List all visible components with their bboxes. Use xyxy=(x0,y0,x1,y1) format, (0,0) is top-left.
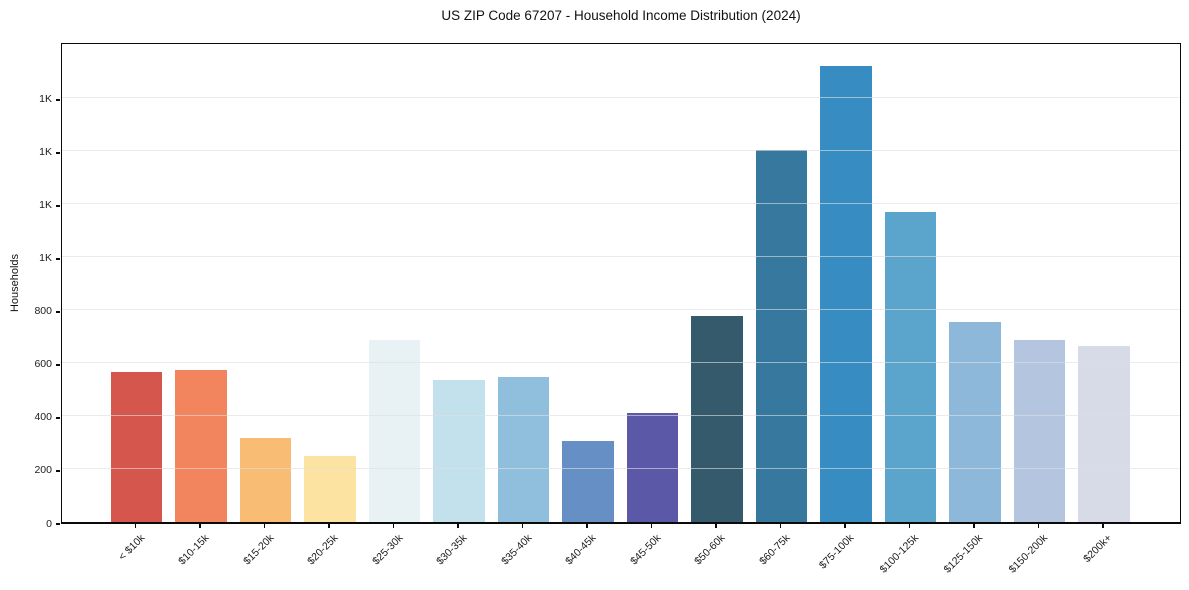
y-tick-mark-200 xyxy=(56,470,60,472)
x-tick-mark-$40-45k xyxy=(586,524,588,528)
x-tick-label-< $10k: < $10k xyxy=(115,532,147,563)
x-tick-mark-$25-30k xyxy=(392,524,395,528)
x-tick-label-$50-60k: $50-60k xyxy=(692,532,728,568)
bar-$50-60k xyxy=(691,315,743,522)
x-tick-label-$30-35k: $30-35k xyxy=(434,532,470,568)
x-tick-mark-$15-20k xyxy=(263,524,266,528)
y-tick-label-1600: 1K xyxy=(39,93,52,106)
gridline-400 xyxy=(62,415,1180,416)
y-tick-mark-0 xyxy=(56,523,60,525)
gridline-1400 xyxy=(62,149,1180,151)
y-tick-mark-1200 xyxy=(56,205,60,207)
y-tick-label-200: 200 xyxy=(34,464,52,477)
x-tick-label-$200k+: $200k+ xyxy=(1081,532,1115,566)
y-tick-label-600: 600 xyxy=(34,358,52,371)
bar-$200k+ xyxy=(1078,346,1130,522)
gridline-1000 xyxy=(62,256,1180,257)
y-tick-label-800: 800 xyxy=(34,305,52,318)
bar-$125-150k xyxy=(949,322,1001,522)
y-tick-mark-800 xyxy=(56,311,60,313)
bar-$30-35k xyxy=(433,380,485,522)
y-tick-label-400: 400 xyxy=(34,411,52,424)
x-tick-label-$15-20k: $15-20k xyxy=(240,532,276,568)
x-tick-label-$35-40k: $35-40k xyxy=(498,532,534,568)
x-tick-label-$100-125k: $100-125k xyxy=(877,532,921,576)
y-tick-label-1200: 1K xyxy=(39,199,52,212)
x-tick-label-$40-45k: $40-45k xyxy=(563,532,599,568)
bar-$20-25k xyxy=(304,456,356,522)
x-tick-label-$20-25k: $20-25k xyxy=(305,532,341,568)
x-tick-label-$75-100k: $75-100k xyxy=(817,532,857,572)
x-tick-label-$25-30k: $25-30k xyxy=(369,532,405,568)
y-tick-mark-1600 xyxy=(56,99,60,101)
gridline-1200 xyxy=(62,202,1180,204)
gridline-200 xyxy=(62,468,1180,469)
bar-$15-20k xyxy=(239,437,292,522)
x-tick-mark-< $10k xyxy=(134,524,137,528)
gridline-1600 xyxy=(62,96,1180,98)
x-tick-mark-$150-200k xyxy=(1037,524,1040,528)
gridline-600 xyxy=(62,362,1180,363)
gridline-800 xyxy=(62,309,1180,310)
bar-$150-200k xyxy=(1013,340,1066,522)
y-tick-mark-600 xyxy=(56,364,60,366)
chart-title: US ZIP Code 67207 - Household Income Dis… xyxy=(441,8,801,23)
y-tick-mark-1000 xyxy=(56,258,60,260)
bar-$60-75k xyxy=(755,150,808,522)
bar-$35-40k xyxy=(497,377,550,522)
x-tick-label-$45-50k: $45-50k xyxy=(627,532,663,568)
bar-$40-45k xyxy=(562,441,614,522)
y-tick-label-1400: 1K xyxy=(39,146,52,159)
bar-< $10k xyxy=(110,372,163,522)
x-tick-mark-$125-150k xyxy=(973,524,975,528)
x-tick-mark-$50-60k xyxy=(715,524,717,528)
plot-area xyxy=(61,43,1181,524)
y-tick-mark-400 xyxy=(56,417,60,419)
x-tick-mark-$20-25k xyxy=(328,524,330,528)
y-tick-label-1000: 1K xyxy=(39,252,52,265)
bar-$10-15k xyxy=(175,370,227,522)
y-tick-mark-1400 xyxy=(56,152,60,154)
x-tick-mark-$200k+ xyxy=(1102,524,1104,528)
x-tick-label-$10-15k: $10-15k xyxy=(176,532,212,568)
x-tick-mark-$100-125k xyxy=(908,524,911,528)
bar-$100-125k xyxy=(884,212,937,522)
x-tick-mark-$30-35k xyxy=(457,524,459,528)
y-tick-label-0: 0 xyxy=(46,517,52,530)
x-tick-mark-$45-50k xyxy=(650,524,653,528)
bar-$25-30k xyxy=(368,339,421,522)
bar-$45-50k xyxy=(626,413,679,522)
x-tick-mark-$60-75k xyxy=(779,524,782,528)
x-tick-label-$125-150k: $125-150k xyxy=(941,532,986,576)
x-tick-label-$150-200k: $150-200k xyxy=(1006,532,1050,576)
x-tick-mark-$35-40k xyxy=(521,524,524,528)
x-tick-mark-$75-100k xyxy=(844,524,846,528)
bar-$75-100k xyxy=(820,66,872,522)
x-tick-label-$60-75k: $60-75k xyxy=(756,532,792,568)
x-tick-mark-$10-15k xyxy=(199,524,201,528)
